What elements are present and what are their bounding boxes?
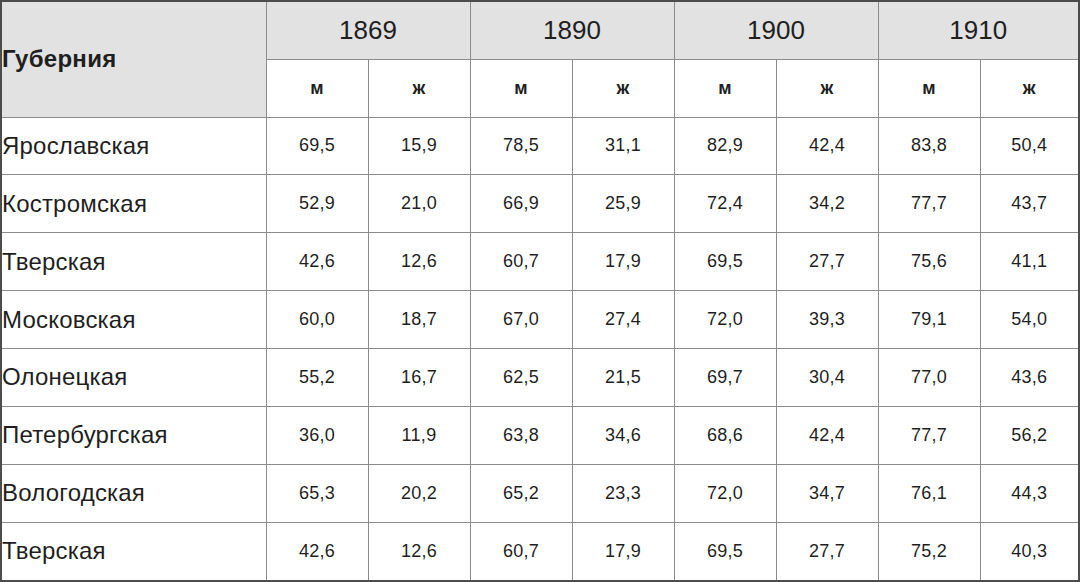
value-cell: 79,1 [878,291,980,349]
value-cell: 23,3 [572,464,674,522]
value-cell: 60,0 [266,291,368,349]
value-cell: 42,6 [266,522,368,581]
year-header-1900: 1900 [674,1,878,59]
province-cell: Московская [1,291,266,349]
value-cell: 50,4 [980,117,1079,175]
provinces-table: Губерния 1869 1890 1900 1910 м ж м ж м ж… [0,0,1080,582]
value-cell: 56,2 [980,406,1079,464]
year-header-1910: 1910 [878,1,1079,59]
year-header-row: Губерния 1869 1890 1900 1910 [1,1,1079,59]
value-cell: 39,3 [776,291,878,349]
province-cell: Ярославская [1,117,266,175]
value-cell: 77,7 [878,175,980,233]
value-cell: 72,0 [674,291,776,349]
value-cell: 17,9 [572,233,674,291]
table-page: Губерния 1869 1890 1900 1910 м ж м ж м ж… [0,0,1080,582]
gender-header-male: м [470,59,572,117]
value-cell: 52,9 [266,175,368,233]
value-cell: 65,3 [266,464,368,522]
value-cell: 60,7 [470,522,572,581]
value-cell: 62,5 [470,349,572,407]
value-cell: 75,2 [878,522,980,581]
value-cell: 15,9 [368,117,470,175]
year-header-1890: 1890 [470,1,674,59]
value-cell: 77,0 [878,349,980,407]
gender-header-female: ж [368,59,470,117]
value-cell: 36,0 [266,406,368,464]
value-cell: 72,0 [674,464,776,522]
table-row: Олонецкая 55,2 16,7 62,5 21,5 69,7 30,4 … [1,349,1079,407]
gender-header-female: ж [776,59,878,117]
value-cell: 82,9 [674,117,776,175]
table-row: Костромская 52,9 21,0 66,9 25,9 72,4 34,… [1,175,1079,233]
value-cell: 20,2 [368,464,470,522]
province-cell: Тверская [1,233,266,291]
value-cell: 72,4 [674,175,776,233]
province-cell: Костромская [1,175,266,233]
value-cell: 66,9 [470,175,572,233]
province-cell: Тверская [1,522,266,581]
value-cell: 12,6 [368,233,470,291]
value-cell: 83,8 [878,117,980,175]
value-cell: 42,4 [776,406,878,464]
value-cell: 16,7 [368,349,470,407]
province-cell: Вологодская [1,464,266,522]
value-cell: 34,7 [776,464,878,522]
value-cell: 34,2 [776,175,878,233]
table-row: Вологодская 65,3 20,2 65,2 23,3 72,0 34,… [1,464,1079,522]
gender-header-male: м [266,59,368,117]
value-cell: 43,6 [980,349,1079,407]
value-cell: 41,1 [980,233,1079,291]
value-cell: 27,7 [776,233,878,291]
value-cell: 42,6 [266,233,368,291]
value-cell: 65,2 [470,464,572,522]
table-row: Ярославская 69,5 15,9 78,5 31,1 82,9 42,… [1,117,1079,175]
value-cell: 25,9 [572,175,674,233]
value-cell: 68,6 [674,406,776,464]
value-cell: 60,7 [470,233,572,291]
value-cell: 43,7 [980,175,1079,233]
value-cell: 63,8 [470,406,572,464]
value-cell: 27,4 [572,291,674,349]
table-row: Московская 60,0 18,7 67,0 27,4 72,0 39,3… [1,291,1079,349]
value-cell: 67,0 [470,291,572,349]
value-cell: 55,2 [266,349,368,407]
value-cell: 69,7 [674,349,776,407]
province-cell: Олонецкая [1,349,266,407]
value-cell: 69,5 [674,233,776,291]
value-cell: 76,1 [878,464,980,522]
value-cell: 11,9 [368,406,470,464]
value-cell: 69,5 [674,522,776,581]
value-cell: 69,5 [266,117,368,175]
gender-header-female: ж [980,59,1079,117]
gender-header-male: м [878,59,980,117]
value-cell: 77,7 [878,406,980,464]
year-header-1869: 1869 [266,1,470,59]
value-cell: 21,5 [572,349,674,407]
gender-header-female: ж [572,59,674,117]
value-cell: 78,5 [470,117,572,175]
province-cell: Петербургская [1,406,266,464]
value-cell: 42,4 [776,117,878,175]
value-cell: 31,1 [572,117,674,175]
table-row: Тверская 42,6 12,6 60,7 17,9 69,5 27,7 7… [1,233,1079,291]
value-cell: 18,7 [368,291,470,349]
table-row: Петербургская 36,0 11,9 63,8 34,6 68,6 4… [1,406,1079,464]
value-cell: 54,0 [980,291,1079,349]
value-cell: 75,6 [878,233,980,291]
value-cell: 34,6 [572,406,674,464]
value-cell: 27,7 [776,522,878,581]
gender-header-male: м [674,59,776,117]
value-cell: 40,3 [980,522,1079,581]
value-cell: 21,0 [368,175,470,233]
value-cell: 44,3 [980,464,1079,522]
table-row: Тверская 42,6 12,6 60,7 17,9 69,5 27,7 7… [1,522,1079,581]
value-cell: 17,9 [572,522,674,581]
value-cell: 30,4 [776,349,878,407]
value-cell: 12,6 [368,522,470,581]
corner-header-guberniya: Губерния [1,1,266,117]
